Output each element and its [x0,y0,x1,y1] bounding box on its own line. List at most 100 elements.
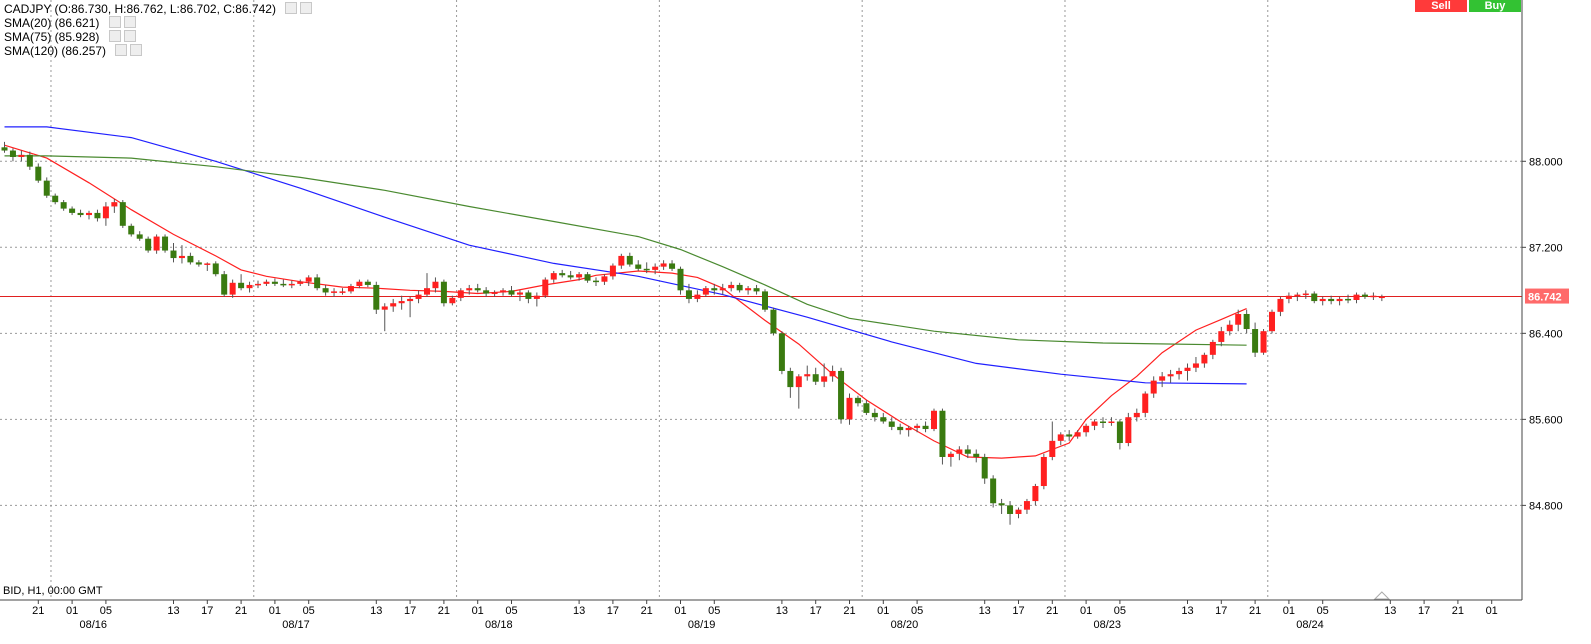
candle [111,198,118,213]
candle-body [1328,298,1335,302]
candle [1091,419,1098,431]
candle-body [271,281,278,284]
current-price-box [1525,288,1569,304]
settings-icon[interactable] [285,2,298,15]
candle-body [1057,434,1064,441]
x-tick-label: 05 [1114,605,1126,617]
candle-body [178,255,185,259]
candle [635,260,642,271]
x-tick-label: 13 [1384,605,1396,617]
candle [931,408,937,432]
candle [424,273,430,297]
candle [533,292,540,307]
candle [1209,339,1216,360]
candle [1066,430,1073,441]
candle [52,193,59,205]
candle [288,280,295,289]
candle-body [1201,354,1208,364]
candle-body [652,266,659,270]
x-tick-label: 21 [1046,605,1058,617]
candle-body [52,195,59,203]
candle [145,236,152,253]
symbol-controls[interactable] [285,2,315,17]
close-icon[interactable] [123,16,136,29]
candle-body [86,212,92,216]
candle [1116,419,1123,450]
candle [1269,309,1275,334]
candle [170,243,177,263]
candle [322,284,329,296]
candle-body [1285,295,1292,299]
candle [609,263,616,280]
candle-body [770,309,777,334]
buy-button[interactable]: Buy [1469,0,1521,12]
candle-body [643,268,650,271]
candle-body [1032,486,1039,502]
sma20-controls[interactable] [108,16,139,31]
candle-body [1294,294,1301,297]
candle-body [508,290,515,295]
candle-body [305,277,312,282]
sma120-text: SMA(120) (86.257) [4,44,107,58]
candle-body [18,154,25,157]
symbol-ohlc-text: CADJPY (O:86.730, H:86.762, L:86.702, C:… [4,2,276,16]
settings-icon[interactable] [108,30,121,43]
candle [204,262,211,271]
candle-body [1361,294,1368,297]
candle [1353,292,1360,304]
candle-body [685,290,692,299]
close-icon[interactable] [300,2,313,15]
candle-body [736,284,743,291]
x-tick-label: 17 [1418,605,1430,617]
candle [1192,356,1199,373]
x-tick-label: 05 [303,605,315,617]
candle-body [846,397,853,420]
sell-button[interactable]: Sell [1415,0,1467,12]
x-tick-label: 05 [911,605,923,617]
candle-body [888,421,895,427]
candle-body [491,292,498,294]
candle [483,287,490,297]
candle [880,412,887,424]
close-icon[interactable] [123,30,136,43]
candle-body [1235,313,1242,325]
candle-body [626,255,633,265]
candle [1184,363,1191,381]
candle-body [373,284,380,310]
candle-body [1243,313,1250,330]
sma75-controls[interactable] [108,30,139,45]
candle-body [964,449,971,454]
settings-icon[interactable] [115,44,128,57]
close-icon[interactable] [130,44,143,57]
candle [1328,295,1335,305]
settings-icon[interactable] [108,16,121,29]
x-tick-label: 05 [1317,605,1329,617]
y-tick-label: 84.800 [1529,500,1563,512]
y-tick-label: 86.400 [1529,328,1563,340]
candle [576,272,583,281]
candle-body [854,397,861,404]
candle [897,423,904,435]
candle-body [1226,324,1233,332]
sma-line [4,126,1247,385]
candle [500,288,507,296]
candle [567,270,574,280]
candle-body [449,297,456,304]
candle-body [162,236,169,251]
candle-body [677,268,684,291]
candle-body [711,288,718,291]
sma120-controls[interactable] [115,44,145,59]
candle-body [745,288,752,291]
candle [136,231,143,241]
candle [466,284,473,295]
candle [381,303,388,332]
candle-body [170,250,177,259]
candle-body [1319,298,1326,302]
candle [77,209,84,218]
candle-body [364,281,371,285]
candle-body [812,374,819,382]
candle-body [9,150,16,157]
candle [280,279,287,288]
